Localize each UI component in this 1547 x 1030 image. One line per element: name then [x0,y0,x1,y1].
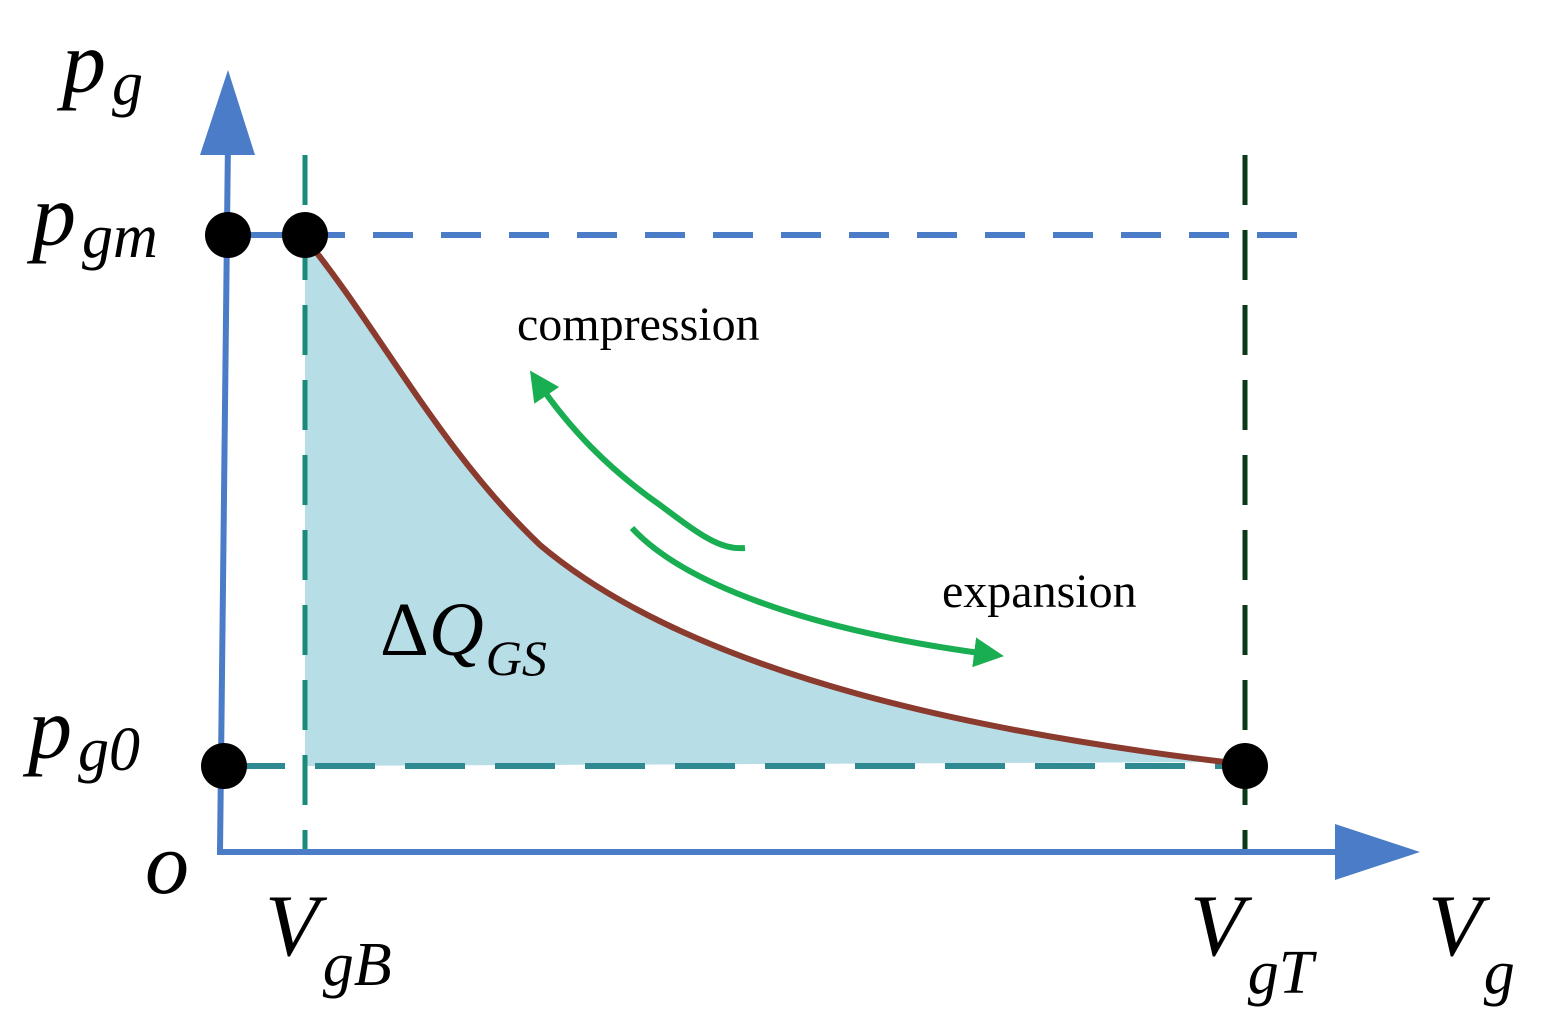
vgb-label: VgB [265,878,392,999]
y-axis-arrow-icon [200,70,255,155]
pg0-label: pg0 [22,681,140,784]
expansion-arrow-icon [629,525,1004,668]
compression-arrow-icon [529,370,746,552]
compression-label: compression [517,298,760,351]
x-axis-label: Vg [1428,878,1515,1007]
y-axis-label: pg [56,15,143,118]
pv-curve [302,236,1226,765]
point-pg0-axis [201,743,247,789]
point-pgm-axis [205,212,251,258]
vgt-label: VgT [1190,878,1318,1007]
point-pg0-vgt [1222,743,1268,789]
delta-q-label: ΔQGS [380,588,547,686]
pgm-label: pgm [26,168,158,271]
y-axis [217,139,231,853]
origin-label: o [145,816,189,913]
x-axis-arrow-icon [1335,824,1420,880]
expansion-label: expansion [942,565,1137,618]
delta-q-area [305,238,1225,766]
point-pgm-vgb [282,212,328,258]
